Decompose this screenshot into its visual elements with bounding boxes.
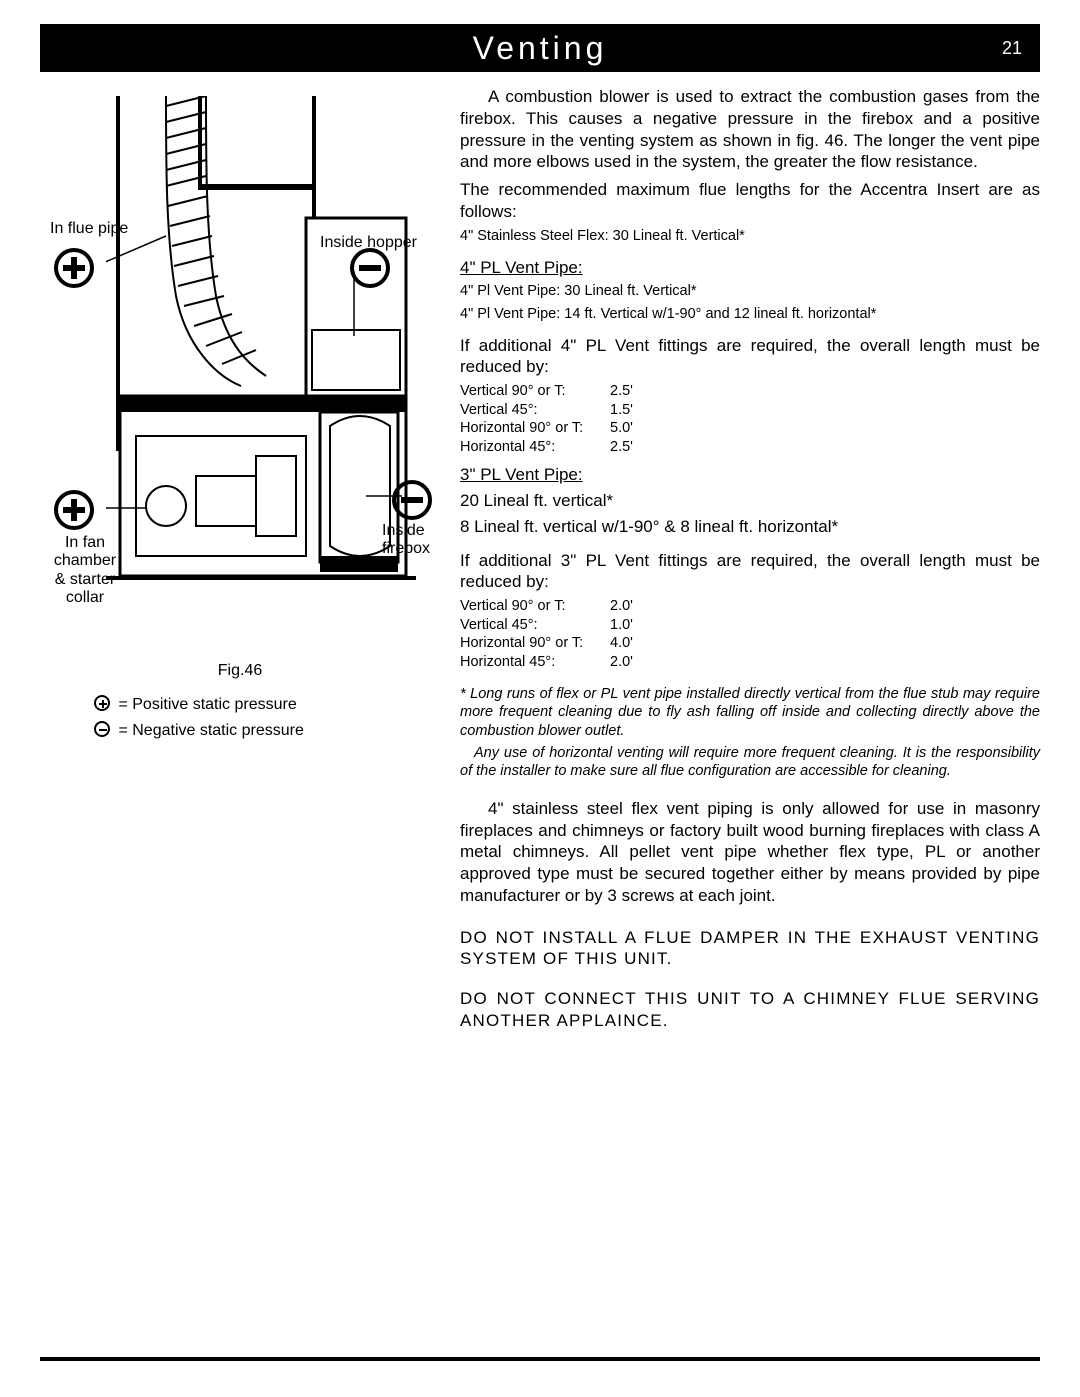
page-number: 21 [1002,38,1022,59]
table-row: Vertical 45°:1.0' [460,616,1040,635]
table-row: Vertical 90° or T:2.5' [460,382,1040,401]
intro-paragraph: A combustion blower is used to extract t… [460,86,1040,173]
table-row: Vertical 90° or T:2.0' [460,597,1040,616]
pl3-spec-b: 8 Lineal ft. vertical w/1-90° & 8 lineal… [460,516,1040,538]
plus-icon-fan [54,490,94,530]
minus-mini-icon [94,721,110,737]
pl4-reduce-intro: If additional 4" PL Vent fittings are re… [460,335,1040,379]
pl3-reduce-table: Vertical 90° or T:2.0' Vertical 45°:1.0'… [460,597,1040,671]
recommended-intro: The recommended maximum flue lengths for… [460,179,1040,223]
warning-damper: DO NOT INSTALL A FLUE DAMPER IN THE EXHA… [460,927,1040,971]
flex-usage-paragraph: 4" stainless steel flex vent piping is o… [460,798,1040,907]
table-row: Horizontal 45°:2.0' [460,653,1040,672]
legend-positive: = Positive static pressure [94,692,440,718]
pl3-spec-a: 20 Lineal ft. vertical* [460,490,1040,512]
pl4-reduce-table: Vertical 90° or T:2.5' Vertical 45°:1.5'… [460,382,1040,456]
pl3-heading: 3" PL Vent Pipe: [460,464,1040,486]
pl4-spec-a: 4" Pl Vent Pipe: 30 Lineal ft. Vertical* [460,282,1040,300]
legend-negative: = Negative static pressure [94,718,440,744]
footnote-1: * Long runs of flex or PL vent pipe inst… [460,685,1040,739]
footer-rule [40,1357,1040,1361]
footnote-2: Any use of horizontal venting will requi… [460,744,1040,780]
legend-negative-text: = Negative static pressure [118,722,303,739]
pressure-legend: = Positive static pressure = Negative st… [94,692,440,743]
page-title: Venting [473,30,608,67]
figure-caption: Fig.46 [40,662,440,680]
page-header: Venting 21 [40,24,1040,72]
figure-46: In flue pipe Inside hopper In fan chambe… [50,96,430,656]
ss-flex-spec: 4" Stainless Steel Flex: 30 Lineal ft. V… [460,227,1040,245]
table-row: Horizontal 45°:2.5' [460,438,1040,457]
table-row: Vertical 45°:1.5' [460,401,1040,420]
text-column: A combustion blower is used to extract t… [460,86,1040,1036]
pl4-spec-b: 4" Pl Vent Pipe: 14 ft. Vertical w/1-90°… [460,305,1040,323]
content-row: In flue pipe Inside hopper In fan chambe… [40,86,1040,1036]
figure-column: In flue pipe Inside hopper In fan chambe… [40,86,440,1036]
plus-icon-flue [54,248,94,288]
table-row: Horizontal 90° or T:4.0' [460,634,1040,653]
legend-positive-text: = Positive static pressure [118,696,296,713]
pl4-heading: 4" PL Vent Pipe: [460,257,1040,279]
plus-mini-icon [94,695,110,711]
warning-chimney: DO NOT CONNECT THIS UNIT TO A CHIMNEY FL… [460,988,1040,1032]
table-row: Horizontal 90° or T:5.0' [460,419,1040,438]
stove-cutaway-diagram [106,96,416,616]
pl3-reduce-intro: If additional 3" PL Vent fittings are re… [460,550,1040,594]
